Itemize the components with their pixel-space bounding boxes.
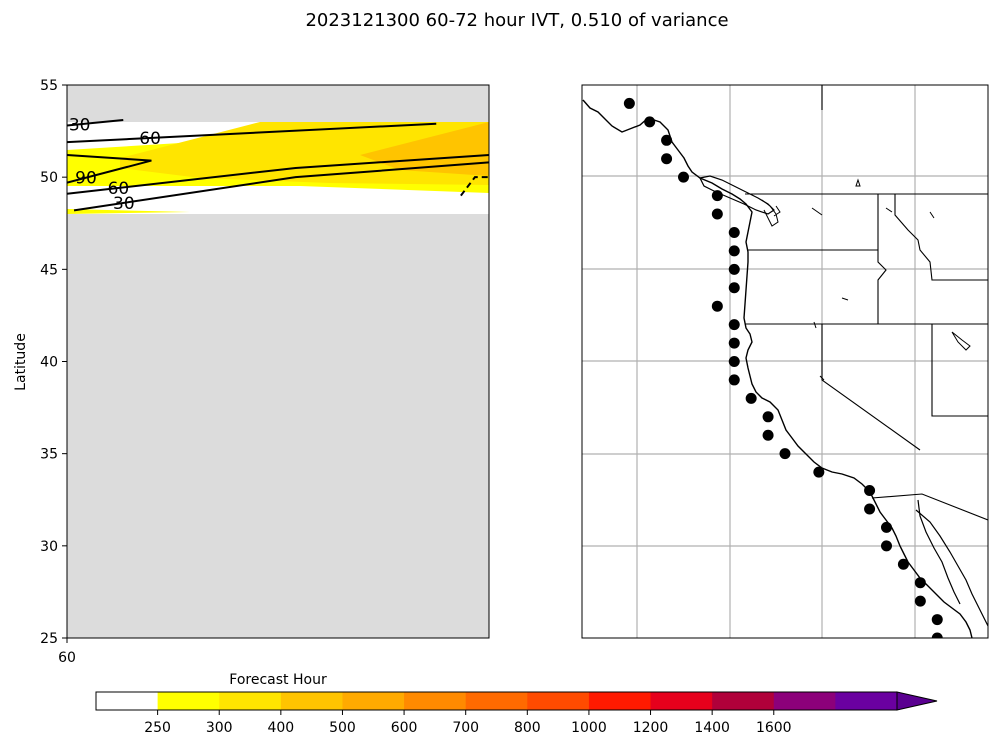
colorbar-segment bbox=[835, 692, 898, 710]
forecast-point bbox=[813, 466, 825, 478]
map-panel bbox=[581, 84, 989, 639]
forecast-point bbox=[678, 171, 689, 183]
colorbar-tick-label: 300 bbox=[206, 720, 233, 736]
filled-level-250-tail bbox=[67, 209, 190, 214]
forecast-point bbox=[728, 245, 740, 257]
colorbar-segment bbox=[773, 692, 836, 710]
colorbar-extend-arrow bbox=[896, 691, 938, 711]
coastline bbox=[582, 99, 973, 638]
contour-line bbox=[67, 154, 152, 184]
gulf-of-california-east bbox=[915, 509, 988, 627]
colorbar-tick-label: 600 bbox=[391, 720, 418, 736]
contour-line bbox=[73, 161, 489, 212]
colorbar: Forecast Hour 250 300 400 500 600 700 800 1000 1… bbox=[95, 672, 938, 736]
forecast-point bbox=[881, 540, 892, 552]
forecast-point bbox=[897, 558, 909, 570]
forecast-point bbox=[931, 632, 943, 638]
colorbar-label: Forecast Hour bbox=[229, 672, 327, 688]
contour-line bbox=[67, 119, 124, 127]
forecast-point bbox=[762, 411, 774, 423]
figure-title: 2023121300 60-72 hour IVT, 0.510 of vari… bbox=[305, 10, 728, 31]
x-tick-label: 60 bbox=[58, 650, 76, 666]
colorbar-segments bbox=[95, 691, 938, 711]
x-axis-ticks: 60 bbox=[58, 638, 76, 666]
gulf-of-california-west bbox=[917, 499, 961, 605]
colorbar-tick-label: 1600 bbox=[756, 720, 792, 736]
colorbar-tick-label: 500 bbox=[329, 720, 356, 736]
colorbar-ticks: 250 300 400 500 600 700 800 1000 1200 1400 1600 bbox=[144, 710, 792, 736]
puget-sound bbox=[761, 199, 781, 227]
forecast-point bbox=[728, 263, 740, 275]
forecast-point bbox=[711, 300, 723, 312]
forecast-point bbox=[623, 97, 635, 109]
colorbar-segment bbox=[219, 692, 282, 710]
forecast-point bbox=[779, 448, 791, 460]
contour-label: 90 bbox=[75, 169, 97, 189]
contour-line bbox=[67, 154, 489, 195]
forecast-point bbox=[914, 595, 926, 607]
forecast-point bbox=[864, 485, 876, 497]
y-tick-label: 35 bbox=[40, 447, 58, 463]
contour-line bbox=[67, 122, 437, 144]
colorbar-segment bbox=[157, 692, 220, 710]
forecast-point bbox=[914, 577, 926, 589]
colorbar-segment bbox=[280, 692, 343, 710]
contour-lines bbox=[67, 119, 489, 212]
colorbar-segment bbox=[527, 692, 590, 710]
colorbar-tick-label: 700 bbox=[452, 720, 479, 736]
y-tick-label: 50 bbox=[40, 170, 58, 186]
forecast-point bbox=[728, 337, 740, 349]
forecast-point bbox=[661, 153, 673, 165]
forecast-point bbox=[881, 521, 892, 533]
forecast-point bbox=[661, 134, 673, 146]
colorbar-outline bbox=[95, 691, 898, 711]
colorbar-tick-label: 250 bbox=[144, 720, 171, 736]
forecast-point bbox=[728, 356, 740, 367]
forecast-point bbox=[728, 282, 740, 294]
y-tick-label: 55 bbox=[40, 78, 58, 94]
colorbar-segment bbox=[588, 692, 652, 710]
colorbar-segment bbox=[96, 692, 159, 710]
contour-line bbox=[460, 176, 489, 197]
forecast-point bbox=[728, 319, 740, 331]
colorbar-segment bbox=[712, 692, 775, 710]
y-axis-label: Latitude bbox=[13, 333, 29, 391]
contour-label: 60 bbox=[139, 129, 161, 149]
map-content bbox=[582, 85, 988, 638]
forecast-point bbox=[728, 226, 740, 238]
forecast-point bbox=[864, 503, 876, 515]
colorbar-segment bbox=[404, 692, 467, 710]
forecast-point bbox=[745, 392, 757, 404]
forecast-point bbox=[711, 190, 723, 202]
forecast-point bbox=[644, 116, 656, 128]
y-tick-label: 25 bbox=[40, 631, 58, 647]
colorbar-tick-label: 1400 bbox=[694, 720, 730, 736]
contour-label: 30 bbox=[113, 194, 135, 214]
colorbar-tick-label: 1000 bbox=[571, 720, 607, 736]
map-frame bbox=[581, 84, 989, 639]
y-axis-ticks: 25 30 35 40 45 50 55 bbox=[40, 78, 67, 647]
colorbar-segment bbox=[650, 692, 713, 710]
colorbar-segment bbox=[342, 692, 405, 710]
colorbar-tick-label: 1200 bbox=[633, 720, 669, 736]
state-borders bbox=[745, 85, 988, 521]
colorbar-tick-label: 400 bbox=[267, 720, 294, 736]
colorbar-tick-label: 800 bbox=[514, 720, 541, 736]
forecast-point bbox=[711, 208, 723, 220]
forecast-point bbox=[728, 374, 740, 386]
forecast-point bbox=[931, 614, 943, 626]
y-tick-label: 40 bbox=[40, 355, 58, 371]
contour-label: 30 bbox=[69, 115, 91, 135]
contour-label: 60 bbox=[108, 179, 130, 199]
y-tick-label: 45 bbox=[40, 262, 58, 278]
y-tick-label: 30 bbox=[40, 539, 58, 555]
colorbar-segment bbox=[465, 692, 528, 710]
forecast-point bbox=[762, 429, 774, 441]
forecast-points bbox=[623, 97, 943, 638]
inland-lakes bbox=[811, 178, 971, 381]
